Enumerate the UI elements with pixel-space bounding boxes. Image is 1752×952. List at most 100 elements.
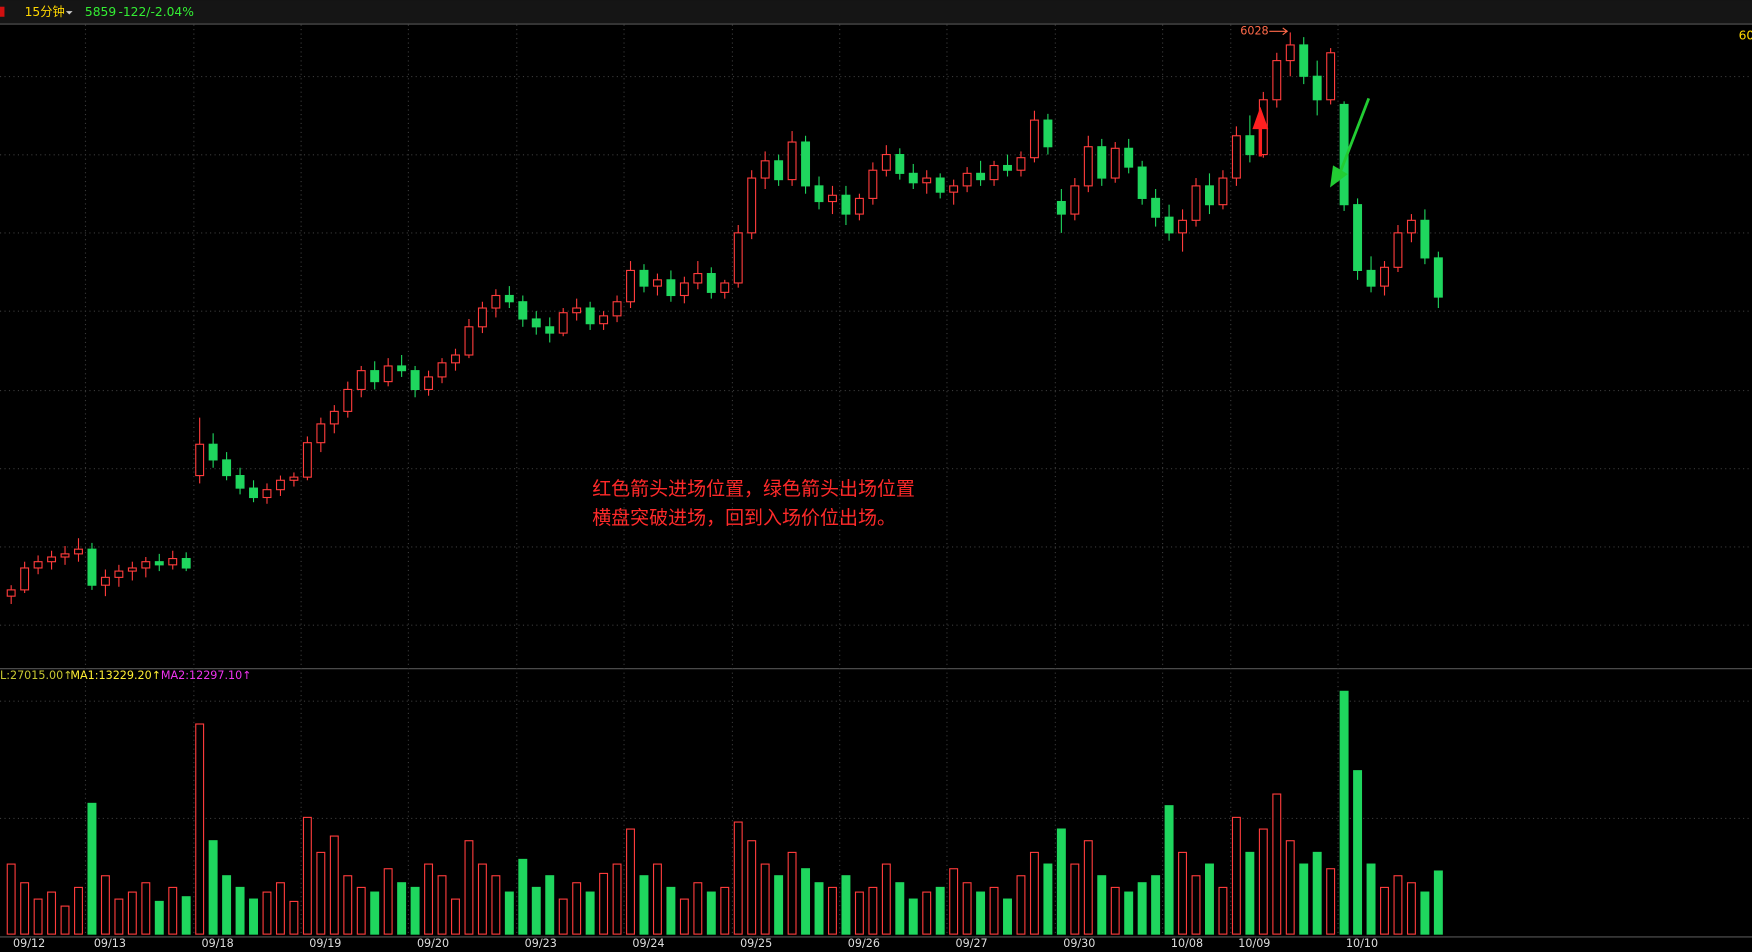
- volume-bar: [693, 882, 703, 935]
- dropdown-icon[interactable]: [65, 11, 73, 15]
- candle-body: [976, 172, 986, 181]
- volume-bar: [518, 858, 528, 935]
- volume-bar: [1393, 875, 1403, 935]
- volume-bar: [1205, 863, 1214, 935]
- period[interactable]: 15分钟: [25, 4, 65, 19]
- volume-bar: [881, 863, 891, 935]
- volume-bar: [343, 875, 353, 935]
- candle-body: [1393, 232, 1403, 268]
- volume-bar: [1137, 882, 1147, 935]
- x-tick-label: 09/30: [1063, 937, 1095, 950]
- volume-bar: [1406, 882, 1416, 935]
- volume-bar: [666, 886, 676, 935]
- volume-bar: [706, 891, 716, 935]
- volume-bar: [208, 840, 218, 935]
- toolbar: [0, 0, 1752, 24]
- candle-body: [881, 154, 891, 171]
- volume-bar: [383, 868, 393, 935]
- volume-bar: [289, 900, 299, 935]
- candle-body: [1164, 216, 1174, 234]
- volume-bar: [1056, 828, 1066, 935]
- candle-body: [114, 570, 124, 578]
- x-tick-label: 09/19: [309, 937, 341, 950]
- candle-body: [60, 553, 70, 558]
- candle-body: [424, 376, 434, 391]
- candle-body: [1420, 219, 1430, 259]
- volume-bar: [1029, 851, 1039, 935]
- candle-body: [329, 410, 339, 425]
- candle-body: [100, 576, 110, 586]
- volume-bar: [989, 886, 999, 935]
- candle-body: [639, 269, 649, 287]
- candle-body: [679, 282, 689, 297]
- candle-body: [20, 567, 30, 591]
- x-tick-label: 09/20: [417, 937, 449, 950]
- candle-body: [612, 301, 622, 317]
- last-price: 5859: [85, 5, 116, 19]
- candle-body: [1110, 147, 1120, 179]
- volume-bar: [477, 863, 487, 935]
- volume-bar: [127, 891, 137, 935]
- volume-bar: [828, 886, 837, 935]
- candle-body: [1137, 166, 1147, 199]
- volume-bar: [1178, 851, 1188, 935]
- candle-body: [585, 307, 595, 325]
- candle-body: [47, 556, 57, 563]
- x-tick-label: 09/25: [740, 937, 772, 950]
- candle-body: [1124, 147, 1134, 168]
- volume-bar: [6, 863, 16, 935]
- volume-bar: [100, 875, 110, 935]
- volume-bar: [87, 802, 97, 935]
- volume-bar: [195, 723, 205, 935]
- candle-body: [383, 365, 393, 383]
- candle-body: [935, 177, 945, 193]
- volume-bar: [1339, 690, 1349, 935]
- volume-bar: [639, 875, 649, 935]
- volume-bar: [181, 896, 191, 935]
- candle-body: [1191, 185, 1201, 221]
- volume-bar: [262, 891, 272, 935]
- candle-body: [1366, 269, 1376, 287]
- candle-body: [397, 365, 407, 372]
- volume-bar: [222, 875, 232, 935]
- volume-bar: [329, 835, 339, 935]
- candle-body: [168, 558, 178, 566]
- volume-bar: [1016, 875, 1026, 935]
- candle-body: [989, 164, 999, 181]
- volume-bar: [491, 875, 501, 935]
- volume-bar: [302, 816, 312, 935]
- candle-body: [599, 315, 609, 325]
- volume-bar: [437, 875, 447, 935]
- candle-body: [801, 141, 811, 187]
- candle-body: [181, 558, 191, 569]
- price-change: -122/-2.04%: [118, 5, 193, 19]
- volume-bar: [747, 840, 757, 935]
- x-tick-label: 09/26: [848, 937, 880, 950]
- candle-body: [6, 589, 16, 597]
- ma2-legend: MA2:12297.10↑: [161, 669, 252, 682]
- volume-bar: [464, 840, 474, 935]
- volume-bar: [774, 875, 784, 935]
- candle-body: [693, 273, 703, 284]
- volume-bar: [585, 891, 595, 935]
- candle-body: [1353, 204, 1363, 271]
- candle-body: [1326, 52, 1336, 101]
- volume-bar: [626, 828, 635, 935]
- candle-body: [1299, 44, 1309, 77]
- candle-body: [949, 185, 959, 193]
- candle-body: [962, 172, 972, 187]
- volume-bar: [733, 821, 743, 935]
- volume-bar: [1070, 863, 1080, 935]
- right-axis-label: 60: [1739, 28, 1752, 42]
- volume-bar: [1218, 886, 1228, 935]
- candle-body: [1056, 200, 1066, 215]
- candle-body: [302, 442, 312, 478]
- volume-bar: [1326, 868, 1336, 935]
- volume-bar: [558, 898, 568, 935]
- volume-bar: [370, 891, 380, 935]
- candle-body: [127, 567, 137, 572]
- x-tick-label: 09/23: [525, 937, 557, 950]
- volume-bar: [841, 875, 851, 935]
- candle-body: [1205, 185, 1214, 206]
- volume-bar: [976, 891, 986, 935]
